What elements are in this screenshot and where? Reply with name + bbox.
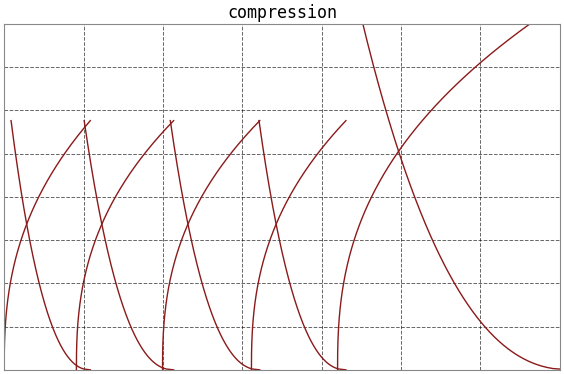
Title: compression: compression — [227, 4, 337, 22]
